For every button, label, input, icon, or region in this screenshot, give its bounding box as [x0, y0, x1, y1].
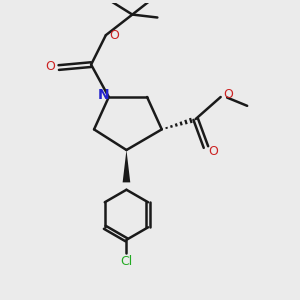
Text: O: O	[109, 29, 119, 42]
Text: O: O	[223, 88, 233, 101]
Text: Cl: Cl	[120, 254, 133, 268]
Text: O: O	[45, 60, 55, 73]
Text: O: O	[208, 145, 218, 158]
Polygon shape	[123, 150, 130, 182]
Text: N: N	[98, 88, 109, 102]
